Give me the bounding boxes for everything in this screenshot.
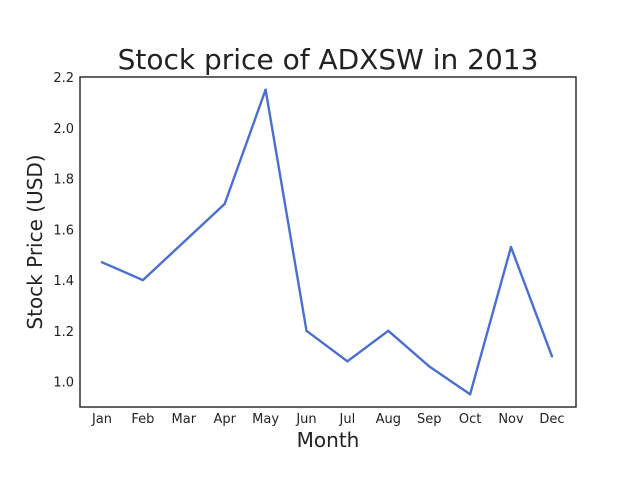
series-line (100, 88, 554, 396)
x-tick-label: Nov (498, 412, 524, 427)
data-point (387, 329, 390, 333)
x-axis-ticks: Jan Feb Mar Apr May Jun Jul Aug Sep Oct Nov Dec (91, 412, 565, 427)
plot-area-frame (79, 76, 577, 408)
x-tick-label: Apr (213, 412, 236, 427)
x-tick-label: Mar (172, 412, 197, 427)
data-point (264, 88, 267, 91)
y-tick-label: 1.0 (53, 376, 74, 391)
data-point (550, 355, 554, 358)
y-tick-label: 2.2 (53, 71, 74, 86)
data-point (468, 393, 472, 396)
data-point (305, 329, 308, 333)
chart-title: Stock price of ADXSW in 2013 (118, 43, 539, 76)
data-point (100, 261, 104, 264)
x-tick-label: Sep (417, 412, 442, 427)
x-tick-label: Dec (539, 412, 564, 427)
data-point (141, 278, 145, 282)
x-tick-label: May (252, 412, 279, 427)
x-tick-label: Jun (295, 412, 316, 427)
y-axis-ticks: 1.0 1.2 1.4 1.6 1.8 2.0 2.2 (53, 71, 74, 391)
x-axis-label: Month (297, 428, 360, 452)
y-tick-label: 1.2 (53, 325, 74, 340)
data-point (223, 202, 226, 206)
x-tick-label: Jan (91, 412, 112, 427)
data-point (182, 240, 185, 244)
x-tick-label: Oct (459, 412, 481, 427)
data-point (428, 365, 431, 368)
y-tick-label: 1.8 (53, 173, 74, 188)
x-tick-label: Feb (131, 412, 154, 427)
y-tick-label: 1.6 (53, 223, 74, 238)
y-tick-label: 2.0 (53, 122, 74, 137)
series-layer (100, 88, 554, 396)
x-tick-label: Jul (339, 412, 356, 427)
data-point (346, 360, 349, 363)
y-tick-label: 1.4 (53, 274, 74, 289)
y-axis-label: Stock Price (USD) (23, 154, 47, 329)
x-tick-label: Aug (376, 412, 401, 427)
data-point (509, 245, 513, 249)
